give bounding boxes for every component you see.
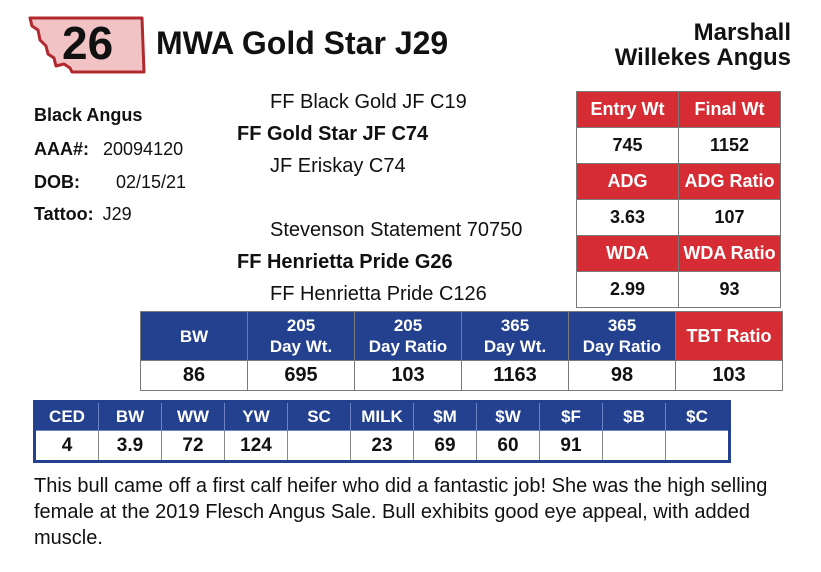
breed: Black Angus	[34, 105, 143, 125]
aaa-number: AAA#: 20094120	[34, 138, 183, 160]
pedigree-dam-dam: FF Henrietta Pride C126	[270, 283, 487, 305]
pedigree-sire-sire: FF Black Gold JF C19	[270, 91, 467, 113]
aaa-label: AAA#:	[34, 139, 90, 159]
weight-value: 98	[568, 360, 676, 391]
dob: DOB: 02/15/21	[34, 171, 186, 193]
aaa-value: 20094120	[103, 139, 184, 159]
epd-value: 23	[350, 430, 414, 462]
dob-value: 02/15/21	[116, 172, 187, 192]
tattoo-label: Tattoo:	[34, 204, 94, 224]
epd-value	[665, 430, 730, 462]
weight-header-205-day-wt: 205 Day Wt.	[247, 311, 355, 361]
adg-ratio-header: ADG Ratio	[678, 163, 781, 200]
epd-value: 124	[224, 430, 288, 462]
weight-value: 695	[247, 360, 355, 391]
animal-title: MWA Gold Star J29	[156, 25, 449, 61]
pedigree-dam: FF Henrietta Pride G26	[237, 251, 453, 273]
montana-state-icon	[28, 16, 146, 74]
epd-header: YW	[224, 401, 288, 431]
test-results-table: Entry Wt Final Wt 745 1152 ADG ADG Ratio…	[576, 91, 781, 308]
entry-wt-value: 745	[576, 127, 679, 164]
entry-wt-header: Entry Wt	[576, 91, 679, 128]
epd-header: $C	[665, 401, 730, 431]
epd-value: 4	[34, 430, 99, 462]
epd-value: 69	[413, 430, 477, 462]
pedigree-sire: FF Gold Star JF C74	[237, 123, 429, 145]
weight-value: 103	[354, 360, 462, 391]
final-wt-header: Final Wt	[678, 91, 781, 128]
epd-table: CED BW WW YW SC MILK $M $W $F $B $C 4 3.…	[33, 400, 731, 463]
adg-value: 3.63	[576, 199, 679, 236]
epd-value: 3.9	[98, 430, 162, 462]
wda-ratio-value: 93	[678, 271, 781, 308]
description: This bull came off a first calf heifer w…	[34, 475, 768, 549]
final-wt-value: 1152	[678, 127, 781, 164]
adg-header: ADG	[576, 163, 679, 200]
epd-header: CED	[34, 401, 99, 431]
weight-header-365-day-ratio: 365 Day Ratio	[568, 311, 676, 361]
wda-header: WDA	[576, 235, 679, 272]
weight-header-bw: BW	[140, 311, 248, 361]
weight-value: 86	[140, 360, 248, 391]
epd-header: $W	[476, 401, 540, 431]
adg-ratio-value: 107	[678, 199, 781, 236]
pedigree-dam-sire: Stevenson Statement 70750	[270, 219, 523, 241]
wda-ratio-header: WDA Ratio	[678, 235, 781, 272]
epd-header: SC	[287, 401, 351, 431]
pedigree-sire-dam: JF Eriskay C74	[270, 155, 406, 177]
epd-value: 91	[539, 430, 603, 462]
tattoo-value: J29	[102, 204, 132, 224]
epd-value: 72	[161, 430, 225, 462]
epd-header: WW	[161, 401, 225, 431]
epd-header: MILK	[350, 401, 414, 431]
tattoo: Tattoo: J29	[34, 203, 132, 225]
farm-name-line1: Marshall	[693, 19, 791, 46]
lot-number: 26	[62, 17, 114, 69]
weight-header-tbt-ratio: TBT Ratio	[675, 311, 783, 361]
epd-value: 60	[476, 430, 540, 462]
wda-value: 2.99	[576, 271, 679, 308]
epd-header: $M	[413, 401, 477, 431]
weight-value: 1163	[461, 360, 569, 391]
epd-header: $F	[539, 401, 603, 431]
epd-value	[602, 430, 666, 462]
epd-value	[287, 430, 351, 462]
weights-table: BW 205 Day Wt. 205 Day Ratio 365 Day Wt. 36…	[140, 311, 783, 391]
dob-label: DOB:	[34, 172, 80, 192]
weight-header-205-day-ratio: 205 Day Ratio	[354, 311, 462, 361]
farm-name: Marshall Willekes Angus	[615, 20, 791, 70]
epd-header: BW	[98, 401, 162, 431]
farm-name-line2: Willekes Angus	[614, 44, 791, 71]
epd-header: $B	[602, 401, 666, 431]
weight-header-365-day-wt: 365 Day Wt.	[461, 311, 569, 361]
weight-value: 103	[675, 360, 783, 391]
